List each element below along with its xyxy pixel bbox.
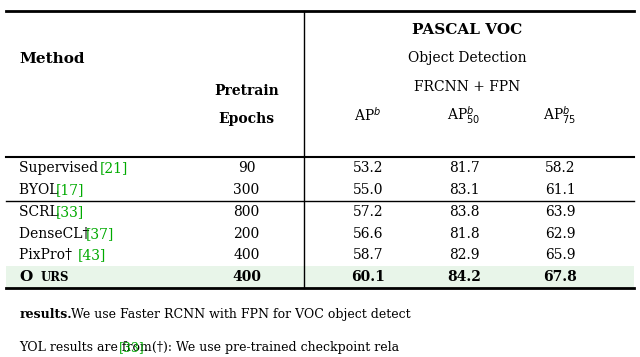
Text: [33]: [33]	[56, 205, 84, 219]
Text: PASCAL VOC: PASCAL VOC	[412, 23, 522, 37]
Text: 67.8: 67.8	[543, 270, 577, 284]
Text: [17]: [17]	[56, 183, 84, 197]
Text: Object Detection: Object Detection	[408, 51, 527, 65]
Text: Supervised: Supervised	[19, 161, 102, 175]
Text: 84.2: 84.2	[447, 270, 481, 284]
Text: [21]: [21]	[100, 161, 129, 175]
Text: [43]: [43]	[78, 248, 106, 262]
Text: YOL results are from: YOL results are from	[19, 341, 156, 354]
Text: DenseCL†: DenseCL†	[19, 227, 94, 241]
Text: AP$^b_{75}$: AP$^b_{75}$	[543, 104, 577, 126]
Text: We use Faster RCNN with FPN for VOC object detect: We use Faster RCNN with FPN for VOC obje…	[67, 308, 411, 321]
Text: AP$^b$: AP$^b$	[355, 106, 381, 124]
Text: 63.9: 63.9	[545, 205, 575, 219]
Text: 53.2: 53.2	[353, 161, 383, 175]
Text: 400: 400	[233, 248, 260, 262]
Text: 200: 200	[233, 227, 260, 241]
Text: SCRL: SCRL	[19, 205, 63, 219]
Text: 60.1: 60.1	[351, 270, 385, 284]
Text: BYOL: BYOL	[19, 183, 63, 197]
Text: 83.1: 83.1	[449, 183, 479, 197]
Text: URS: URS	[40, 271, 69, 284]
Bar	[6, 266, 634, 288]
Text: Method: Method	[19, 52, 84, 66]
Text: 58.2: 58.2	[545, 161, 575, 175]
Text: PixPro†: PixPro†	[19, 248, 77, 262]
Text: 62.9: 62.9	[545, 227, 575, 241]
Text: Epochs: Epochs	[218, 112, 275, 126]
Text: 82.9: 82.9	[449, 248, 479, 262]
Text: 81.7: 81.7	[449, 161, 479, 175]
Text: . (†): We use pre-trained checkpoint rela: . (†): We use pre-trained checkpoint rel…	[144, 341, 399, 354]
Text: [37]: [37]	[86, 227, 114, 241]
Text: FRCNN + FPN: FRCNN + FPN	[414, 80, 520, 94]
Text: 61.1: 61.1	[545, 183, 575, 197]
Text: AP$^b_{50}$: AP$^b_{50}$	[447, 104, 481, 126]
Text: 58.7: 58.7	[353, 248, 383, 262]
Text: 90: 90	[237, 161, 255, 175]
Text: [33]: [33]	[118, 341, 144, 354]
Text: 400: 400	[232, 270, 261, 284]
Text: results.: results.	[19, 308, 72, 321]
Text: 56.6: 56.6	[353, 227, 383, 241]
Text: 81.8: 81.8	[449, 227, 479, 241]
Text: 800: 800	[233, 205, 260, 219]
Text: Pretrain: Pretrain	[214, 84, 279, 98]
Text: O: O	[19, 270, 33, 284]
Text: 83.8: 83.8	[449, 205, 479, 219]
Text: 55.0: 55.0	[353, 183, 383, 197]
Text: 65.9: 65.9	[545, 248, 575, 262]
Text: 57.2: 57.2	[353, 205, 383, 219]
Text: 300: 300	[233, 183, 260, 197]
